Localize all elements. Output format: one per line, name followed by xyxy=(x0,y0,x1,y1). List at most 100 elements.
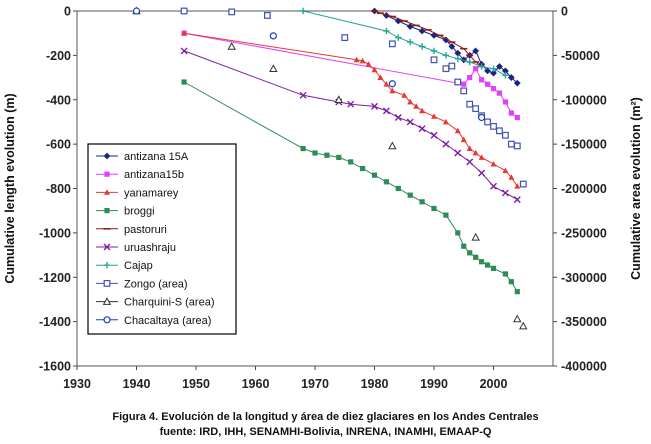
data-point-broggi xyxy=(490,265,497,271)
data-point-zongo-area xyxy=(442,65,450,73)
data-point-zongo-area xyxy=(341,34,349,42)
y-left-tick-label: -600 xyxy=(46,138,71,152)
y-right-tick-label: -400000 xyxy=(561,360,607,374)
legend-swatch-marker xyxy=(104,189,110,195)
data-point-yanamarey xyxy=(365,61,372,67)
data-point-yanamarey xyxy=(490,160,497,167)
x-tick-label: 2000 xyxy=(480,377,508,391)
data-point-cajap xyxy=(430,47,438,55)
data-point-zongo-area xyxy=(448,62,456,70)
data-point-uruashraju xyxy=(180,47,188,55)
data-point-uruashraju xyxy=(371,102,378,110)
data-point-antizana-15a xyxy=(472,47,480,55)
data-point-cajap xyxy=(395,34,402,41)
data-point-charquini-s-area xyxy=(471,232,480,241)
data-point-antizana-15a xyxy=(448,43,456,50)
legend-label: yanamarey xyxy=(124,187,179,199)
data-point-antizana15b xyxy=(502,99,508,105)
legend-item-cajap: Cajap xyxy=(96,260,153,272)
x-tick-label: 1930 xyxy=(63,377,91,391)
figure-source: fuente: IRD, IHH, SENAMHI-Bolivia, INREN… xyxy=(159,426,492,438)
data-point-zongo-area xyxy=(484,118,491,126)
data-point-zongo-area xyxy=(430,56,438,64)
legend-item-antizana15b: antizana15b xyxy=(96,169,184,181)
data-point-yanamarey xyxy=(478,154,485,160)
x-tick-label: 1940 xyxy=(123,377,151,391)
data-point-yanamarey xyxy=(389,87,396,94)
data-point-antizana-15a xyxy=(406,23,414,30)
legend-swatch-marker xyxy=(104,171,110,177)
data-point-antizana-15a xyxy=(460,56,468,64)
data-point-cajap xyxy=(383,27,390,35)
series-chacaltaya-area xyxy=(132,7,486,122)
data-point-chacaltaya-area xyxy=(132,7,141,15)
data-point-broggi xyxy=(473,254,479,260)
axes: 1930 1940 1950 1960 1970 1980 1990 2000 0 -200 -40… xyxy=(3,5,643,392)
data-point-broggi xyxy=(479,259,485,265)
legend-label: uruashraju xyxy=(124,242,176,254)
legend-item-antizana-15a: antizana 15A xyxy=(96,151,189,163)
data-point-broggi xyxy=(371,172,378,178)
data-point-yanamarey xyxy=(353,56,360,63)
data-point-broggi xyxy=(502,271,508,277)
series-marks xyxy=(132,6,528,330)
data-point-uruashraju xyxy=(430,131,438,139)
data-point-antizana-15a xyxy=(490,69,497,77)
data-point-yanamarey xyxy=(383,81,390,87)
data-point-zongo-area xyxy=(502,131,509,139)
data-point-zongo-area xyxy=(513,142,521,150)
data-point-broggi xyxy=(312,150,318,156)
y-left-tick-label: -1200 xyxy=(39,271,71,285)
data-point-uruashraju xyxy=(299,91,307,99)
legend-item-yanamarey: yanamarey xyxy=(96,187,179,199)
data-point-uruashraju xyxy=(394,114,402,121)
data-point-broggi xyxy=(431,205,437,212)
data-point-yanamarey xyxy=(419,107,426,114)
legend: antizana 15A antizana15b yanamarey broggi pa… xyxy=(87,143,237,335)
data-point-broggi xyxy=(484,262,491,268)
data-point-chacaltaya-area xyxy=(269,32,277,40)
data-point-chacaltaya-area xyxy=(388,80,396,88)
data-point-zongo-area xyxy=(466,100,474,108)
data-point-broggi xyxy=(360,165,366,172)
data-point-antizana-15a xyxy=(454,49,462,57)
data-point-zongo-area xyxy=(454,78,462,86)
data-point-antizana15b xyxy=(490,86,497,92)
data-point-antizana-15a xyxy=(513,79,521,87)
data-point-antizana-15a xyxy=(496,63,503,70)
x-tick-label: 1950 xyxy=(182,377,210,391)
y-left-tick-label: -1000 xyxy=(39,226,71,240)
data-point-cajap xyxy=(299,7,307,15)
legend-label: antizana 15A xyxy=(124,151,189,163)
data-point-chacaltaya-area xyxy=(478,113,486,122)
x-tick-label: 1980 xyxy=(361,377,389,391)
x-tick-label: 1960 xyxy=(242,377,270,391)
data-point-broggi xyxy=(395,185,401,192)
data-point-yanamarey xyxy=(181,29,188,36)
data-point-yanamarey xyxy=(401,92,408,98)
glacier-evolution-chart: 1930 1940 1950 1960 1970 1980 1990 2000 0 -200 -40… xyxy=(3,5,643,392)
data-point-charquini-s-area xyxy=(269,64,278,72)
data-point-yanamarey xyxy=(359,57,366,64)
legend-item-pastoruri: pastoruri xyxy=(96,224,167,236)
data-point-zongo-area xyxy=(180,7,188,15)
y-left-tick-label: -1400 xyxy=(39,315,71,329)
legend-label: Charquini-S (area) xyxy=(124,297,214,309)
data-point-antizana15b xyxy=(508,110,514,116)
data-point-uruashraju xyxy=(382,107,390,115)
legend-swatch-marker xyxy=(103,280,111,287)
data-point-broggi xyxy=(461,243,467,249)
data-point-yanamarey xyxy=(514,183,521,189)
data-point-cajap xyxy=(466,58,473,66)
data-point-antizana-15a xyxy=(430,32,438,39)
data-point-broggi xyxy=(455,230,461,236)
data-point-antizana15b xyxy=(484,81,491,87)
legend-label: pastoruri xyxy=(124,224,167,236)
y-left-tick-label: -1600 xyxy=(39,360,71,374)
data-point-zongo-area xyxy=(507,140,515,148)
y-left-tick-label: 0 xyxy=(64,5,71,19)
legend-label: antizana15b xyxy=(124,169,184,181)
y-right-tick-label: -50000 xyxy=(561,49,600,63)
legend-swatch-marker xyxy=(102,297,112,305)
data-point-zongo-area xyxy=(472,105,480,113)
